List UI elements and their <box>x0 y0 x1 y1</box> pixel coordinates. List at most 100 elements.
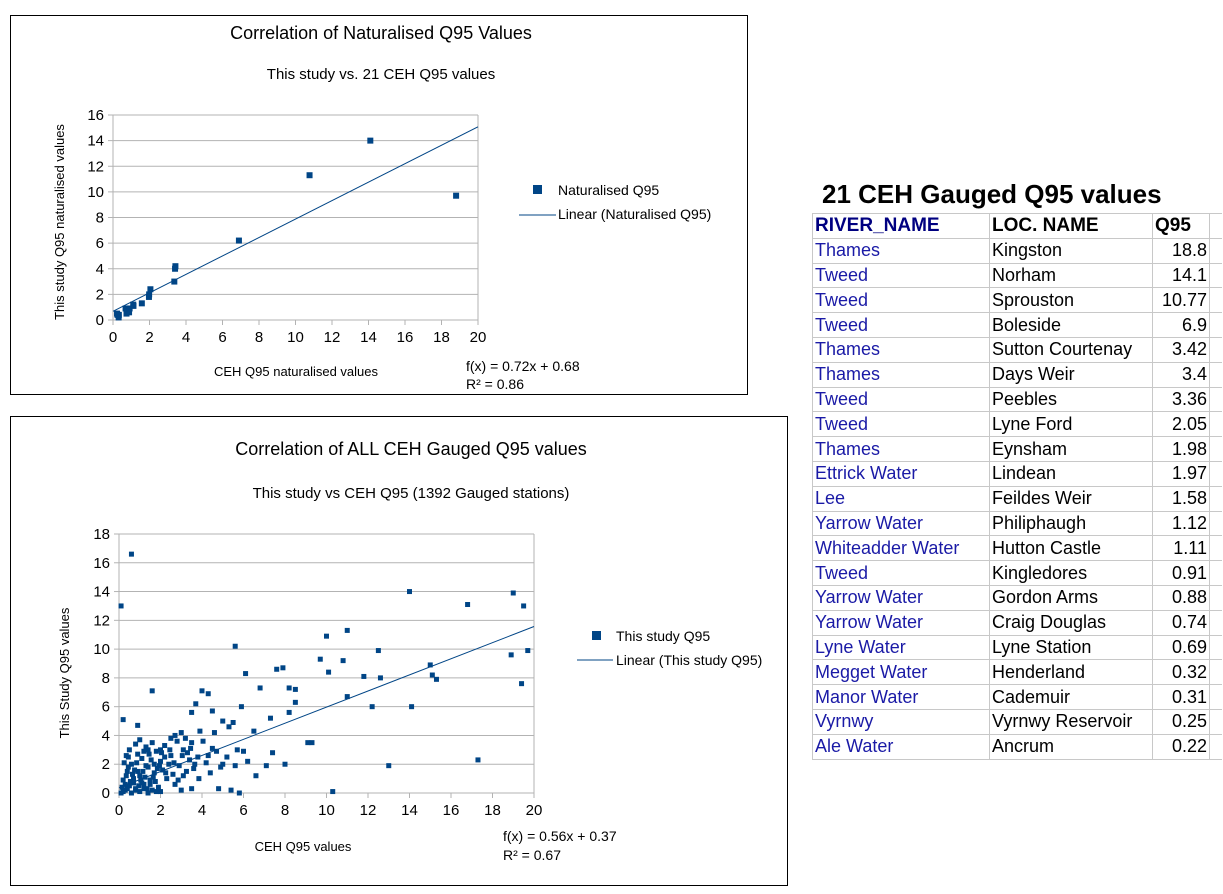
river-name-cell: Tweed <box>812 312 990 338</box>
x-tick-label: 10 <box>318 802 335 819</box>
data-point <box>179 753 185 759</box>
extra-cell <box>1209 287 1222 314</box>
data-point <box>241 748 246 754</box>
chart-naturalised-q95: Correlation of Naturalised Q95 Values Th… <box>10 15 748 395</box>
table-row: Tweed Boleside 6.9 <box>812 312 1222 338</box>
x-tick-label: 16 <box>443 802 460 819</box>
data-point <box>162 754 168 760</box>
q95-value-cell: 1.11 <box>1152 535 1210 562</box>
data-point <box>232 763 238 769</box>
data-point <box>263 763 269 769</box>
q95-value-cell: 0.91 <box>1152 560 1210 586</box>
data-point <box>148 757 154 763</box>
data-point <box>121 760 127 766</box>
data-point <box>220 761 226 767</box>
data-point <box>124 768 130 774</box>
data-point <box>171 760 177 766</box>
q95-value-cell: 2.05 <box>1152 411 1210 438</box>
q95-value-cell: 1.98 <box>1152 436 1210 462</box>
location-name-cell: Lyne Station <box>989 634 1153 661</box>
data-point <box>188 745 194 751</box>
river-name-cell: Tweed <box>812 262 990 289</box>
data-point <box>196 776 202 782</box>
data-point <box>429 672 435 678</box>
data-point <box>170 771 176 777</box>
y-tick-label: 8 <box>102 670 110 687</box>
data-point <box>140 768 146 774</box>
table-header-row: RIVER_NAME LOC. NAME Q95 <box>812 213 1222 239</box>
data-point <box>453 192 460 199</box>
data-point <box>243 671 249 677</box>
data-point <box>203 760 209 766</box>
extra-cell <box>1209 535 1222 562</box>
q95-table-section: 21 CEH Gauged Q95 values RIVER_NAME LOC.… <box>812 175 1223 760</box>
data-point <box>280 665 286 671</box>
data-point <box>218 764 224 770</box>
data-point <box>164 776 170 782</box>
q95-value-cell: 1.12 <box>1152 510 1210 537</box>
data-point <box>216 786 222 792</box>
data-point <box>172 781 178 787</box>
data-point <box>134 760 140 766</box>
data-point <box>126 305 133 312</box>
data-point <box>168 735 174 741</box>
data-point <box>120 789 126 795</box>
extra-cell <box>1209 460 1222 487</box>
location-name-cell: Norham <box>989 262 1153 289</box>
x-tick-label: 2 <box>145 329 153 346</box>
data-point <box>137 773 143 779</box>
data-point <box>145 293 152 300</box>
data-point <box>172 265 179 272</box>
y-tick-label: 4 <box>96 261 104 278</box>
trend-equation: f(x) = 0.56x + 0.37 <box>503 828 617 844</box>
data-point <box>267 715 273 721</box>
data-point <box>184 750 190 756</box>
location-name-cell: Sprouston <box>989 287 1153 314</box>
data-point <box>118 603 124 609</box>
chart-title: Correlation of ALL CEH Gauged Q95 values <box>235 439 587 459</box>
river-name-cell: Yarrow Water <box>812 584 990 611</box>
data-point <box>168 753 174 759</box>
data-point <box>155 784 161 790</box>
data-point <box>158 789 163 795</box>
data-point <box>521 603 527 609</box>
data-point <box>205 753 211 759</box>
data-point <box>251 728 257 734</box>
location-name-cell: Lyne Ford <box>989 411 1153 438</box>
legend-marker <box>533 185 542 194</box>
legend-trend-label: Linear (Naturalised Q95) <box>558 206 711 222</box>
chart-subtitle: This study vs CEH Q95 (1392 Gauged stati… <box>253 485 570 502</box>
data-point <box>189 786 195 792</box>
river-name-cell: Thames <box>812 361 990 388</box>
data-point <box>133 741 139 747</box>
extra-cell <box>1209 510 1222 537</box>
data-point <box>123 753 129 759</box>
data-point <box>174 738 180 744</box>
river-name-cell: Tweed <box>812 411 990 438</box>
q95-value-cell: 0.74 <box>1152 609 1210 636</box>
table-row: Lee Feildes Weir 1.58 <box>812 485 1222 512</box>
extra-cell <box>1209 336 1222 363</box>
data-point <box>286 709 292 715</box>
y-tick-label: 14 <box>93 584 110 601</box>
y-tick-label: 4 <box>102 727 110 744</box>
extra-cell <box>1209 584 1222 611</box>
data-point <box>128 551 134 557</box>
y-tick-label: 2 <box>102 756 110 773</box>
table-row: Thames Sutton Courtenay 3.42 <box>812 336 1222 363</box>
data-point <box>375 648 381 654</box>
table-row: Ale Water Ancrum 0.22 <box>812 733 1222 760</box>
y-tick-label: 16 <box>87 107 104 124</box>
table-row: Thames Eynsham 1.98 <box>812 436 1222 462</box>
data-point <box>369 704 375 710</box>
data-point <box>236 790 242 796</box>
data-point <box>162 743 168 749</box>
data-point <box>340 658 346 664</box>
data-point <box>149 787 155 793</box>
location-name-cell: Hutton Castle <box>989 535 1153 562</box>
y-tick-label: 14 <box>87 133 104 150</box>
q95-value-cell: 0.88 <box>1152 584 1210 611</box>
data-point <box>305 740 311 746</box>
q95-value-cell: 0.32 <box>1152 659 1210 686</box>
data-point <box>153 748 159 754</box>
